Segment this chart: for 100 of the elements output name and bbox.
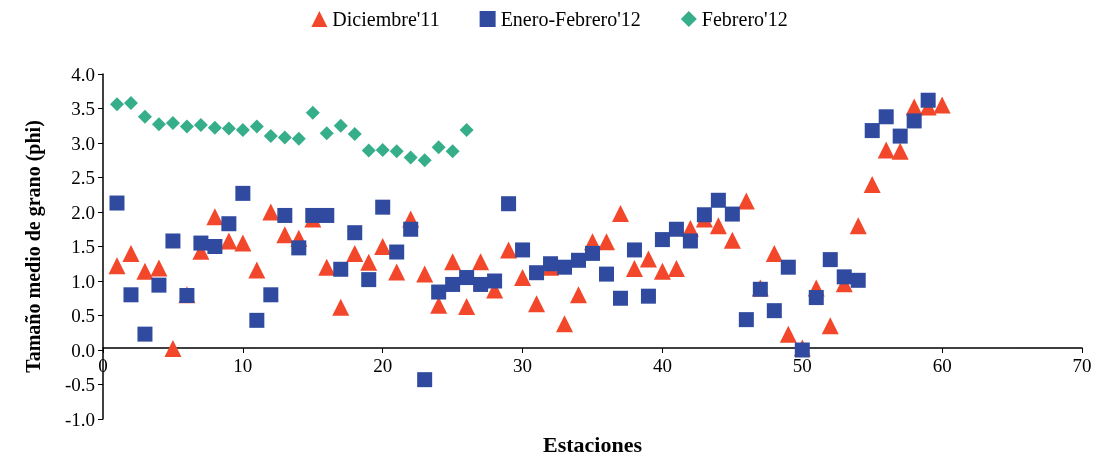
point bbox=[598, 266, 614, 282]
point bbox=[514, 269, 532, 287]
point bbox=[346, 244, 364, 262]
point bbox=[333, 261, 349, 277]
point bbox=[165, 115, 180, 130]
point bbox=[501, 196, 517, 212]
point bbox=[249, 119, 264, 134]
point bbox=[850, 272, 866, 288]
point bbox=[305, 207, 321, 223]
point bbox=[877, 141, 895, 159]
point bbox=[276, 226, 294, 244]
point bbox=[709, 217, 727, 235]
point bbox=[849, 217, 867, 235]
point bbox=[347, 225, 363, 241]
point bbox=[892, 128, 908, 144]
point bbox=[445, 144, 460, 159]
point bbox=[375, 142, 390, 157]
point bbox=[556, 315, 574, 333]
point bbox=[360, 253, 378, 271]
point bbox=[123, 287, 139, 303]
x-tick-label: 50 bbox=[792, 355, 812, 376]
point bbox=[500, 241, 518, 259]
point bbox=[822, 252, 838, 268]
y-tick-label: 3.5 bbox=[71, 98, 95, 119]
point bbox=[403, 221, 419, 237]
point bbox=[318, 258, 336, 276]
point bbox=[137, 109, 152, 124]
point bbox=[417, 372, 433, 388]
point bbox=[626, 242, 642, 258]
point bbox=[193, 118, 208, 133]
point bbox=[347, 127, 362, 142]
point bbox=[431, 284, 447, 300]
point bbox=[291, 240, 307, 256]
point bbox=[906, 113, 922, 129]
point bbox=[529, 265, 545, 281]
point bbox=[193, 235, 209, 251]
point bbox=[305, 105, 320, 120]
point bbox=[333, 118, 348, 133]
point bbox=[123, 95, 138, 110]
point bbox=[136, 262, 154, 280]
point bbox=[417, 153, 432, 168]
point bbox=[738, 312, 754, 328]
y-tick-label: 4.0 bbox=[71, 63, 95, 85]
point bbox=[808, 290, 824, 306]
point bbox=[207, 120, 222, 135]
point bbox=[235, 122, 250, 137]
point bbox=[710, 192, 726, 208]
point bbox=[779, 325, 797, 343]
y-tick-label: 0.0 bbox=[71, 339, 95, 361]
point bbox=[611, 204, 629, 222]
point bbox=[724, 206, 740, 222]
point bbox=[458, 298, 476, 316]
point bbox=[263, 129, 278, 144]
point bbox=[388, 263, 406, 281]
point bbox=[431, 140, 446, 155]
point bbox=[235, 185, 251, 201]
legend-label: Enero-Febrero'12 bbox=[500, 8, 641, 30]
point bbox=[319, 207, 335, 223]
point bbox=[277, 130, 292, 145]
point bbox=[361, 272, 377, 288]
y-tick-label: 1.5 bbox=[71, 236, 95, 257]
point bbox=[528, 295, 546, 313]
legend-label: Febrero'12 bbox=[701, 8, 788, 30]
point bbox=[319, 126, 334, 141]
point bbox=[878, 109, 894, 125]
point bbox=[821, 317, 839, 335]
legend-label: Diciembre'11 bbox=[332, 8, 440, 30]
point bbox=[416, 265, 434, 283]
point bbox=[625, 260, 643, 278]
point bbox=[375, 199, 391, 215]
point bbox=[220, 232, 238, 250]
point bbox=[361, 143, 376, 158]
point bbox=[206, 208, 224, 226]
point bbox=[108, 257, 126, 275]
point bbox=[571, 252, 587, 268]
point bbox=[221, 216, 237, 232]
point bbox=[444, 253, 462, 271]
point bbox=[459, 122, 474, 137]
point bbox=[515, 242, 531, 258]
point bbox=[543, 256, 559, 272]
point bbox=[473, 276, 489, 292]
y-tick-label: -1.0 bbox=[64, 408, 95, 430]
point bbox=[472, 253, 490, 271]
point bbox=[389, 244, 405, 260]
y-axis-title: Tamaño medio de grano (phi) bbox=[22, 120, 45, 373]
point bbox=[109, 195, 125, 211]
point bbox=[612, 290, 628, 306]
x-tick-label: 40 bbox=[652, 355, 672, 376]
x-tick-label: 10 bbox=[233, 355, 253, 376]
point bbox=[667, 260, 685, 278]
x-tick-label: 70 bbox=[1072, 355, 1092, 376]
point bbox=[668, 221, 684, 237]
point bbox=[653, 262, 671, 280]
point bbox=[403, 150, 418, 165]
x-tick-label: 60 bbox=[932, 355, 952, 376]
x-axis-title: Estaciones bbox=[543, 431, 643, 457]
point bbox=[487, 273, 503, 289]
point bbox=[165, 233, 181, 249]
point bbox=[557, 259, 573, 275]
point bbox=[151, 277, 167, 293]
